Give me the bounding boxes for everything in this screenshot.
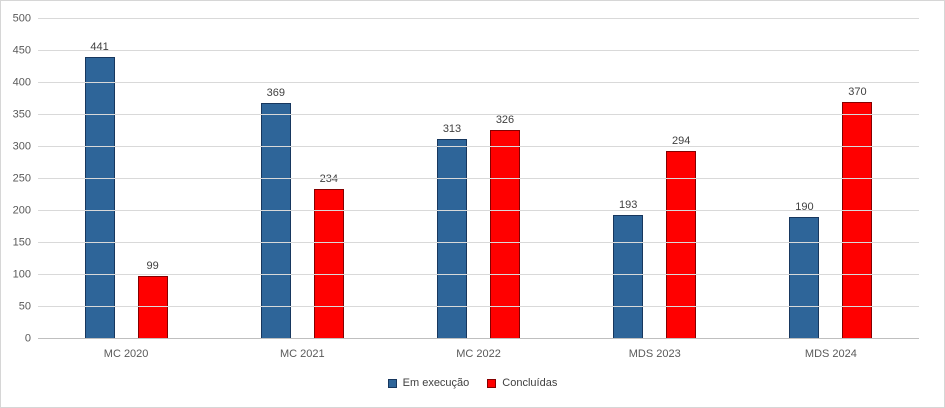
bar-em-execução [437,138,467,339]
bar-em-execução [789,217,820,339]
legend-swatch-icon [487,378,497,388]
bar-concluídas [666,150,697,339]
y-tick-label: 50 [18,300,31,313]
data-label: 370 [848,86,867,99]
bar-wrap: 193 [613,19,644,339]
data-label: 313 [442,122,462,135]
y-tick-label: 300 [12,140,31,153]
gridline [38,274,919,275]
gridline [38,178,919,179]
gridline [38,242,919,243]
y-tick-label: 100 [12,268,31,281]
bar-em-execução [260,102,291,339]
gridline [38,306,919,307]
data-label: 99 [146,259,159,272]
x-tick-label: MC 2022 [456,348,501,360]
legend-swatch-icon [387,378,397,388]
data-label: 234 [319,173,338,186]
bar-concluídas [137,275,168,339]
legend-label: Concluídas [502,377,558,389]
gridline [38,210,919,211]
y-tick-label: 400 [12,76,31,89]
y-tick-label: 250 [12,172,31,185]
y-tick-label: 350 [12,108,31,121]
bar-groups-container: 441 99 369 234 313 326 193 294 190 370 [38,19,919,339]
legend-label: Em execução [402,377,470,389]
bar-wrap: 441 [84,19,115,339]
bar-group-mc-2022: 313 326 [390,19,566,339]
legend: Em execução Concluídas [1,377,944,389]
bar-concluídas [490,130,520,339]
data-label: 294 [672,134,691,147]
y-tick-label: 200 [12,204,31,217]
bar-concluídas [842,102,873,339]
bar-group-mds-2024: 190 370 [743,19,919,339]
y-tick-label: 450 [12,44,31,57]
data-label: 369 [266,86,285,99]
gridline [38,114,919,115]
legend-item-em-execução: Em execução [387,377,470,389]
y-axis: 0 50 100 150 200 250 300 350 400 450 500 [1,13,31,344]
data-label: 190 [795,201,814,214]
bar-wrap: 369 [260,19,291,339]
x-tick-label: MDS 2024 [804,348,857,360]
y-tick-label: 500 [12,12,31,25]
gridline [38,82,919,83]
data-label: 441 [90,40,109,53]
legend-item-concluídas: Concluídas [487,377,557,389]
bar-group-mc-2021: 369 234 [214,19,390,339]
x-tick-label: MDS 2023 [628,348,681,360]
bar-concluídas [313,189,344,339]
bar-group-mds-2023: 193 294 [567,19,743,339]
gridline [38,50,919,51]
bar-group-mc-2020: 441 99 [38,19,214,339]
bar-wrap: 326 [490,19,520,339]
x-tick-label: MC 2021 [279,348,325,360]
data-label: 193 [619,199,638,212]
bar-wrap: 370 [842,19,873,339]
y-tick-label: 150 [12,236,31,249]
x-axis: MC 2020 MC 2021 MC 2022 MDS 2023 MDS 2024 [38,348,919,364]
bar-wrap: 234 [313,19,344,339]
data-label: 326 [495,114,515,127]
bar-wrap: 99 [137,19,168,339]
x-axis-line [38,338,919,339]
bar-wrap: 190 [789,19,820,339]
bar-em-execução [613,215,644,339]
gridline [38,146,919,147]
bar-wrap: 294 [666,19,697,339]
y-tick-label: 0 [24,332,31,345]
plot-area: 441 99 369 234 313 326 193 294 190 370 [38,18,919,339]
gridline [38,18,919,19]
bar-em-execução [84,56,115,339]
bar-wrap: 313 [437,19,467,339]
x-tick-label: MC 2020 [103,348,149,360]
